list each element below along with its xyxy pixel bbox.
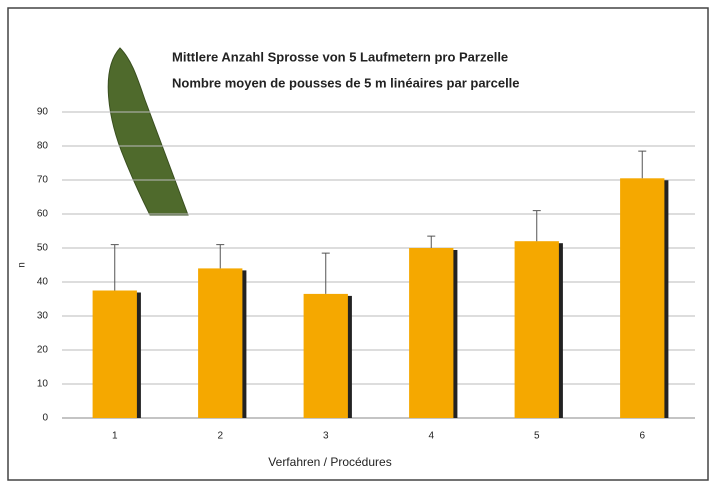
- x-axis-label: Verfahren / Procédures: [268, 455, 391, 469]
- x-tick-label: 2: [217, 431, 223, 442]
- y-axis-label: n: [17, 262, 28, 268]
- bar: [198, 268, 243, 418]
- y-tick-label: 10: [37, 379, 49, 390]
- y-tick-label: 40: [37, 277, 49, 288]
- chart-subtitle: Nombre moyen de pousses de 5 m linéaires…: [172, 75, 520, 90]
- bar: [409, 248, 454, 418]
- bar: [92, 290, 137, 418]
- error-bar: [216, 244, 225, 269]
- error-bar: [427, 235, 436, 248]
- y-tick-label: 80: [37, 141, 49, 152]
- y-tick-label: 90: [37, 107, 49, 118]
- x-tick-label: 1: [112, 431, 118, 442]
- y-tick-label: 0: [42, 413, 48, 424]
- x-tick-label: 6: [639, 431, 645, 442]
- y-tick-label: 70: [37, 175, 49, 186]
- error-bar: [638, 150, 647, 179]
- bar: [620, 178, 665, 418]
- y-tick-label: 60: [37, 209, 49, 220]
- asparagus-image: [107, 47, 189, 216]
- bar: [303, 293, 348, 418]
- bar: [514, 241, 559, 418]
- error-bar: [321, 252, 330, 294]
- y-tick-label: 30: [37, 311, 49, 322]
- x-tick-label: 5: [534, 431, 540, 442]
- error-bar: [532, 210, 541, 242]
- x-tick-label: 4: [428, 431, 434, 442]
- y-tick-label: 50: [37, 243, 49, 254]
- chart-title: Mittlere Anzahl Sprosse von 5 Laufmetern…: [172, 49, 508, 64]
- error-bar: [110, 244, 119, 291]
- y-tick-label: 20: [37, 345, 49, 356]
- x-tick-label: 3: [323, 431, 329, 442]
